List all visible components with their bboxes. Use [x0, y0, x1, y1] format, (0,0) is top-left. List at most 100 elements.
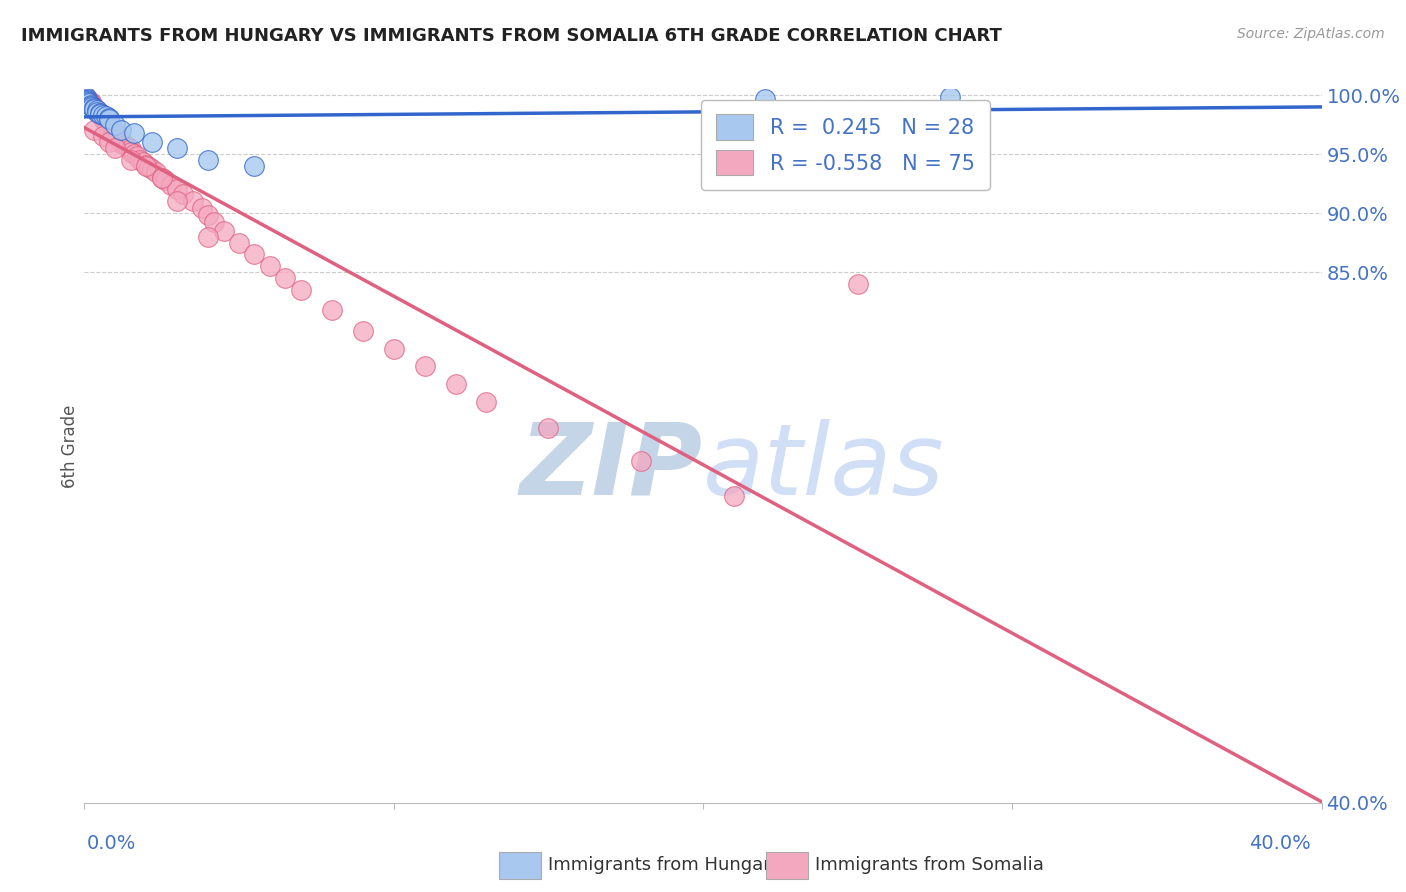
Point	[274, 271, 297, 285]
Point	[101, 121, 124, 136]
Point	[191, 202, 214, 216]
Point	[352, 324, 374, 338]
Point	[846, 277, 869, 291]
Point	[166, 194, 188, 209]
Text: IMMIGRANTS FROM HUNGARY VS IMMIGRANTS FROM SOMALIA 6TH GRADE CORRELATION CHART: IMMIGRANTS FROM HUNGARY VS IMMIGRANTS FR…	[21, 27, 1002, 45]
Point	[76, 93, 98, 107]
Point	[77, 96, 100, 111]
Point	[132, 155, 155, 169]
Point	[290, 283, 312, 297]
Point	[83, 123, 105, 137]
Point	[120, 153, 142, 167]
Point	[91, 109, 114, 123]
Point	[212, 224, 235, 238]
Point	[91, 108, 114, 122]
Point	[75, 90, 97, 104]
Point	[120, 142, 142, 156]
Point	[98, 112, 121, 126]
Point	[160, 178, 183, 192]
Point	[122, 147, 145, 161]
Point	[107, 129, 129, 144]
Point	[382, 342, 405, 356]
Point	[89, 105, 111, 120]
Point	[135, 159, 157, 173]
Text: Source: ZipAtlas.com: Source: ZipAtlas.com	[1237, 27, 1385, 41]
Point	[321, 302, 343, 317]
Point	[145, 165, 167, 179]
Point	[104, 118, 127, 132]
Point	[141, 162, 163, 177]
Text: 40.0%: 40.0%	[1249, 834, 1310, 853]
Point	[166, 141, 188, 155]
Point	[98, 111, 121, 125]
Point	[228, 235, 250, 250]
Point	[259, 259, 281, 273]
Point	[89, 107, 111, 121]
Point	[82, 100, 104, 114]
Y-axis label: 6th Grade: 6th Grade	[60, 404, 79, 488]
Point	[135, 158, 157, 172]
Point	[104, 126, 127, 140]
Point	[86, 103, 108, 118]
Point	[101, 123, 124, 137]
Point	[104, 141, 127, 155]
Point	[122, 126, 145, 140]
Text: atlas: atlas	[703, 419, 945, 516]
Point	[89, 107, 111, 121]
Point	[114, 137, 136, 152]
Point	[86, 104, 108, 119]
Point	[76, 92, 98, 106]
Point	[117, 140, 139, 154]
Point	[475, 394, 498, 409]
Point	[110, 123, 132, 137]
Point	[120, 145, 142, 159]
Point	[86, 104, 108, 119]
Point	[243, 159, 266, 173]
Point	[86, 103, 108, 118]
Point	[110, 134, 132, 148]
Point	[79, 95, 101, 110]
Point	[76, 94, 98, 108]
Point	[129, 153, 152, 167]
Point	[153, 173, 176, 187]
Point	[197, 229, 219, 244]
Point	[79, 97, 101, 112]
Point	[83, 101, 105, 115]
Point	[141, 136, 163, 150]
Legend: R =  0.245   N = 28, R = -0.558   N = 75: R = 0.245 N = 28, R = -0.558 N = 75	[702, 100, 990, 190]
Point	[125, 149, 148, 163]
Point	[79, 96, 101, 111]
Point	[79, 99, 101, 113]
Point	[723, 489, 745, 503]
Point	[89, 105, 111, 120]
Point	[91, 112, 114, 126]
Point	[83, 101, 105, 115]
Point	[630, 454, 652, 468]
Point	[94, 116, 117, 130]
Point	[104, 128, 127, 143]
Text: Immigrants from Hungary: Immigrants from Hungary	[548, 856, 782, 874]
Point	[150, 170, 173, 185]
Point	[94, 114, 117, 128]
Point	[107, 132, 129, 146]
Point	[77, 95, 100, 110]
Point	[537, 421, 560, 435]
Text: ZIP: ZIP	[520, 419, 703, 516]
Text: 0.0%: 0.0%	[87, 834, 136, 853]
Point	[76, 92, 98, 106]
Point	[413, 359, 436, 374]
Point	[91, 129, 114, 144]
Point	[202, 215, 225, 229]
Point	[77, 94, 100, 108]
Point	[98, 118, 121, 132]
Point	[89, 108, 111, 122]
Point	[98, 136, 121, 150]
Point	[172, 187, 194, 202]
Point	[444, 377, 467, 392]
Point	[83, 100, 105, 114]
Point	[79, 97, 101, 112]
Point	[181, 194, 204, 209]
Point	[94, 109, 117, 123]
Point	[76, 93, 98, 107]
Point	[98, 120, 121, 134]
